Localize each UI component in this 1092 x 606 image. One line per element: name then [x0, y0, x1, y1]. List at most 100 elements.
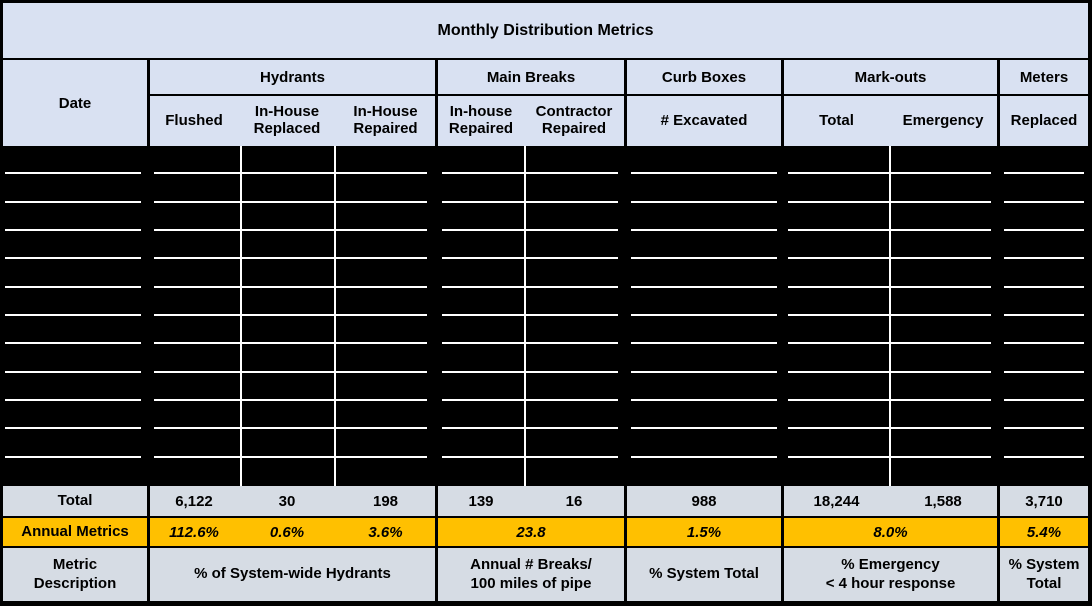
- redacted-data-cell: [5, 373, 141, 401]
- redacted-data-cell: [154, 373, 240, 401]
- redacted-hydrants-columns: [147, 146, 435, 486]
- redacted-flushed-column: [154, 146, 240, 486]
- redacted-curb-boxes-column: [624, 146, 781, 486]
- redacted-data-cell: [788, 373, 889, 401]
- redacted-data-cell: [788, 259, 889, 288]
- redacted-data-cell: [154, 231, 240, 260]
- redacted-data-cell: [154, 401, 240, 430]
- group-header-meters: Meters: [1000, 60, 1088, 96]
- table-header: Date Hydrants Flushed In-House Replaced …: [3, 60, 1088, 146]
- redacted-data-cell: [242, 203, 334, 231]
- redacted-data-cell: [891, 146, 991, 175]
- redacted-data-cell: [1004, 146, 1084, 175]
- redacted-data-cell: [442, 259, 524, 288]
- total-inhouse-repaired-value: 198: [372, 492, 399, 510]
- redacted-data-cell: [631, 231, 777, 260]
- redacted-data-cell: [442, 458, 524, 486]
- annual-meters-value: 5.4%: [1026, 523, 1062, 541]
- desc-main-breaks: Annual # Breaks/ 100 miles of pipe: [470, 556, 592, 592]
- redacted-data-cell: [5, 231, 141, 260]
- redacted-data-cell: [242, 288, 334, 316]
- redacted-data-cell: [442, 316, 524, 345]
- redacted-data-cell: [242, 344, 334, 373]
- total-meters-value: 3,710: [1025, 492, 1063, 510]
- redacted-markouts-emergency-column: [889, 146, 991, 486]
- redacted-markouts-total-column: [788, 146, 889, 486]
- redacted-data-cell: [788, 401, 889, 430]
- redacted-data-cell: [5, 146, 141, 175]
- desc-mark-outs: % Emergency < 4 hour response: [825, 556, 956, 592]
- redacted-data-cell: [788, 146, 889, 175]
- redacted-data-cell: [242, 401, 334, 430]
- redacted-data-cell: [154, 288, 240, 316]
- redacted-data-cell: [631, 174, 777, 203]
- redacted-data-cell: [442, 373, 524, 401]
- redacted-data-cell: [788, 429, 889, 458]
- redacted-data-cell: [242, 373, 334, 401]
- redacted-data-cell: [788, 203, 889, 231]
- redacted-data-cell: [5, 344, 141, 373]
- redacted-data-cell: [154, 203, 240, 231]
- redacted-data-cell: [1004, 174, 1084, 203]
- redacted-date-column: [3, 146, 147, 486]
- desc-hydrants: % of System-wide Hydrants: [194, 565, 391, 583]
- redacted-data-cell: [526, 288, 618, 316]
- redacted-data-cell: [336, 373, 427, 401]
- redacted-data-cell: [5, 401, 141, 430]
- redacted-data-cell: [891, 429, 991, 458]
- redacted-data-cell: [242, 259, 334, 288]
- redacted-data-cell: [442, 146, 524, 175]
- redacted-data-cell: [788, 316, 889, 345]
- redacted-data-cell: [1004, 401, 1084, 430]
- column-header-mainbreaks-inhouse-repaired: In-house Repaired: [448, 103, 514, 137]
- redacted-data-cell: [442, 429, 524, 458]
- redacted-data-cell: [788, 174, 889, 203]
- table-title: Monthly Distribution Metrics: [3, 3, 1088, 60]
- group-header-curb-boxes: Curb Boxes: [627, 60, 781, 96]
- redacted-data-cell: [526, 401, 618, 430]
- redacted-data-cell: [242, 174, 334, 203]
- redacted-data-cell: [891, 344, 991, 373]
- redacted-data-cell: [242, 231, 334, 260]
- redacted-data-cell: [788, 458, 889, 486]
- redacted-data-cell: [154, 174, 240, 203]
- redacted-data-cell: [526, 344, 618, 373]
- annual-curbboxes-value: 1.5%: [686, 523, 722, 541]
- metric-description-row: Metric Description % of System-wide Hydr…: [3, 548, 1088, 601]
- redacted-data-cell: [442, 203, 524, 231]
- desc-curb-boxes: % System Total: [649, 565, 759, 583]
- redacted-data-cell: [242, 316, 334, 345]
- redacted-data-cell: [442, 231, 524, 260]
- redacted-data-cell: [1004, 231, 1084, 260]
- redacted-data-cell: [1004, 429, 1084, 458]
- total-mainbreaks-inhouse-value: 139: [468, 492, 494, 510]
- redacted-data-cell: [442, 288, 524, 316]
- redacted-data-cell: [154, 259, 240, 288]
- total-row-label: Total: [57, 491, 93, 509]
- annual-flushed-value: 112.6%: [169, 523, 219, 541]
- redacted-data-cell: [442, 174, 524, 203]
- annual-mainbreaks-value: 23.8: [516, 523, 546, 541]
- redacted-data-cell: [631, 316, 777, 345]
- redacted-data-cell: [631, 458, 777, 486]
- column-header-inhouse-replaced: In-House Replaced: [253, 103, 321, 137]
- redacted-data-cell: [891, 288, 991, 316]
- column-group-mark-outs: Mark-outs Total Emergency: [781, 60, 997, 146]
- redacted-data-cell: [631, 429, 777, 458]
- redacted-data-cell: [788, 231, 889, 260]
- redacted-data-cell: [5, 259, 141, 288]
- desc-meters: % System Total: [1008, 556, 1080, 592]
- column-header-markouts-emergency: Emergency: [902, 111, 984, 129]
- annual-markouts-value: 8.0%: [873, 523, 908, 541]
- redacted-data-cell: [442, 344, 524, 373]
- redacted-data-cell: [5, 288, 141, 316]
- redacted-data-cell: [891, 203, 991, 231]
- redacted-data-cell: [526, 174, 618, 203]
- redacted-monthly-data-region: [3, 146, 1088, 486]
- total-curbboxes-value: 988: [691, 492, 717, 510]
- redacted-data-cell: [891, 316, 991, 345]
- redacted-data-cell: [526, 146, 618, 175]
- redacted-data-cell: [336, 288, 427, 316]
- redacted-inhouse-replaced-column: [240, 146, 334, 486]
- column-header-inhouse-repaired: In-House Repaired: [353, 103, 418, 137]
